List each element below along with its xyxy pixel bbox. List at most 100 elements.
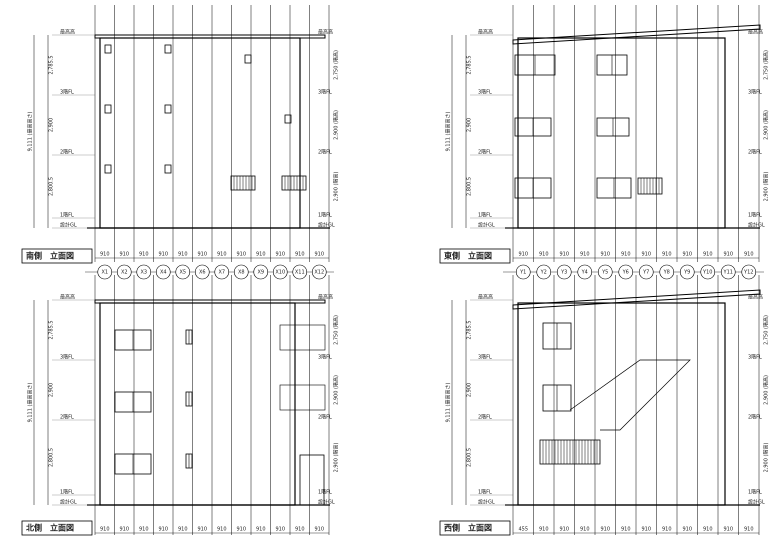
grid-bubble xyxy=(659,264,675,280)
grid-label: X2 xyxy=(121,270,128,276)
grid-bubble xyxy=(214,264,230,280)
roof xyxy=(512,24,761,45)
grid-bubble xyxy=(116,264,132,280)
span-dim: 910 xyxy=(703,252,713,258)
span-dim: 910 xyxy=(621,527,631,533)
span-dim: 910 xyxy=(682,527,692,533)
grid-bubble xyxy=(194,264,210,280)
span-dim: 910 xyxy=(119,252,129,258)
level-label-right: 2階FL xyxy=(748,149,762,156)
dim-right: 2,900 (階高) xyxy=(763,443,770,473)
outline xyxy=(517,37,726,229)
level-label: 3階FL xyxy=(60,89,74,96)
span-dim: 910 xyxy=(178,252,188,258)
level-label: 2階FL xyxy=(478,414,492,421)
grid-bubble xyxy=(638,264,654,280)
grid-bubble xyxy=(556,264,572,280)
span-dim: 910 xyxy=(178,527,188,533)
outline xyxy=(104,164,112,174)
span-dim: 910 xyxy=(236,527,246,533)
span-dim: 910 xyxy=(295,527,305,533)
grid-label: Y4 xyxy=(581,270,588,276)
grid-label: X8 xyxy=(238,270,245,276)
span-dim: 910 xyxy=(641,252,651,258)
outline xyxy=(284,114,292,124)
level-label: 最高高 xyxy=(478,29,493,36)
dim-left: 2,900 xyxy=(49,383,55,397)
level-label-right: 2階FL xyxy=(318,149,332,156)
level-label-right: 1階FL xyxy=(318,489,332,496)
dim-right: 2,900 (階高) xyxy=(333,375,340,405)
level-label: 2階FL xyxy=(60,149,74,156)
span-dim: 910 xyxy=(236,252,246,258)
panel-title: 北側 立面図 xyxy=(26,523,74,533)
span-dim: 910 xyxy=(158,527,168,533)
dim-total: 9,111 (最高高さ) xyxy=(445,112,452,152)
grid-label: Y7 xyxy=(642,270,649,276)
span-dim: 910 xyxy=(158,252,168,258)
span-dim: 910 xyxy=(518,252,528,258)
level-label: 1階FL xyxy=(478,212,492,219)
span-dim: 910 xyxy=(703,527,713,533)
grid-bubble xyxy=(515,264,531,280)
outline xyxy=(104,104,112,114)
level-label-right: 設計GL xyxy=(748,222,765,229)
grid-bubble xyxy=(618,264,634,280)
grid-label: Y12 xyxy=(743,270,753,276)
span-dim: 910 xyxy=(723,252,733,258)
grid-label: Y11 xyxy=(723,270,733,276)
span-dim: 910 xyxy=(662,527,672,533)
grid-label: X4 xyxy=(160,270,167,276)
grid-bubble xyxy=(679,264,695,280)
span-dim: 910 xyxy=(217,252,227,258)
grid-bubble xyxy=(253,264,269,280)
span-dim: 910 xyxy=(600,252,610,258)
outline xyxy=(439,248,511,264)
grid-bubble xyxy=(97,264,113,280)
level-label-right: 設計GL xyxy=(318,222,335,229)
level-label: 設計GL xyxy=(478,499,495,506)
dim-right: 2,900 (階高) xyxy=(333,443,340,473)
outline xyxy=(244,54,252,64)
outline xyxy=(99,302,296,506)
span-dim: 910 xyxy=(197,527,207,533)
dim-left: 2,785.5 xyxy=(49,320,55,339)
outline xyxy=(99,37,301,229)
span-dim: 910 xyxy=(539,252,549,258)
grid-bubble xyxy=(311,264,327,280)
grid-bubble xyxy=(292,264,308,280)
outline xyxy=(299,454,325,506)
span-dim: 910 xyxy=(256,527,266,533)
level-label-right: 設計GL xyxy=(318,499,335,506)
span-dim: 910 xyxy=(580,252,590,258)
dim-total: 9,111 (最高高さ) xyxy=(445,383,452,423)
level-label: 3階FL xyxy=(478,89,492,96)
stair xyxy=(569,359,691,431)
grid-label: X9 xyxy=(257,270,264,276)
level-label-right: 3階FL xyxy=(318,354,332,361)
roof xyxy=(512,289,761,310)
span-dim: 910 xyxy=(295,252,305,258)
grid-bubble xyxy=(272,264,288,280)
span-dim: 910 xyxy=(139,252,149,258)
dim-left: 2,900 xyxy=(49,118,55,132)
span-dim: 910 xyxy=(723,527,733,533)
outline xyxy=(164,104,172,114)
dim-left: 2,800.5 xyxy=(49,177,55,196)
outline xyxy=(164,44,172,54)
span-dim: 910 xyxy=(744,527,754,533)
outline xyxy=(21,520,93,536)
grid-label: Y2 xyxy=(540,270,547,276)
dim-right: 2,900 (階高) xyxy=(763,110,770,140)
dim-left: 2,800.5 xyxy=(467,177,473,196)
level-label-right: 3階FL xyxy=(748,354,762,361)
grid-bubble xyxy=(577,264,593,280)
grid-label: Y1 xyxy=(519,270,526,276)
level-label: 1階FL xyxy=(60,489,74,496)
level-label-right: 最高高 xyxy=(748,29,763,36)
panel-title: 東側 立面図 xyxy=(444,251,492,261)
grid-bubble xyxy=(700,264,716,280)
dim-right: 2,900 (階高) xyxy=(333,172,340,202)
span-dim: 910 xyxy=(559,527,569,533)
